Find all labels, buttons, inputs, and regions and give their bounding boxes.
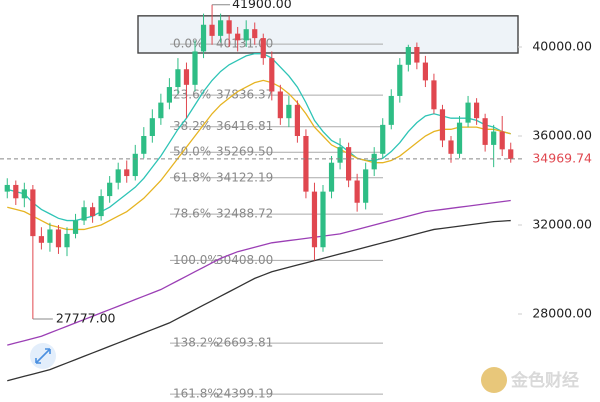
candle-body xyxy=(13,184,19,199)
candle-body xyxy=(328,162,335,192)
current-price-label: 34969.74 xyxy=(532,150,592,165)
y-tick-label: 36000.00 xyxy=(532,127,592,142)
low-label: 27777.00 xyxy=(56,310,116,325)
candle-body xyxy=(30,189,36,237)
fib-price: 32488.72 xyxy=(216,207,273,221)
candle-body xyxy=(269,58,275,92)
candle-body xyxy=(456,122,463,154)
candle-body xyxy=(175,69,181,88)
candle-body xyxy=(320,191,326,248)
fib-price: 36416.81 xyxy=(216,119,273,133)
candle-body xyxy=(158,102,164,119)
candle-body xyxy=(508,149,514,159)
candle-body xyxy=(431,80,437,110)
candle-body xyxy=(55,229,62,248)
moving-average xyxy=(7,53,511,222)
fib-price: 40131.00 xyxy=(216,37,273,51)
candle-body xyxy=(81,207,87,221)
candle-body xyxy=(107,182,113,197)
y-tick-label: 40000.00 xyxy=(532,38,592,53)
watermark-logo xyxy=(481,367,507,393)
candle-body xyxy=(422,62,428,81)
current-price-bg xyxy=(524,149,594,168)
candle-body xyxy=(90,207,96,217)
fib-ratio: 0.0% xyxy=(173,37,204,51)
fib-price: 37836.37 xyxy=(216,88,273,102)
candle-body xyxy=(192,51,198,85)
fib-price: 35269.50 xyxy=(216,145,273,159)
watermark: 金色财经 xyxy=(481,367,579,393)
candle-body xyxy=(4,184,10,192)
candle-body xyxy=(499,131,505,150)
fib-ratio: 50.0% xyxy=(173,145,211,159)
fib-ratio: 61.8% xyxy=(173,170,211,184)
fib-ratio: 161.8% xyxy=(173,387,219,401)
fib-price: 34122.19 xyxy=(216,170,273,184)
fib-ratio: 78.6% xyxy=(173,207,211,221)
candle-body xyxy=(397,64,403,96)
fib-price: 24399.19 xyxy=(216,387,273,401)
candle-body xyxy=(200,24,207,52)
moving-average xyxy=(7,79,511,231)
candle-body xyxy=(132,153,138,177)
candle-body xyxy=(414,46,420,63)
fib-price: 26693.81 xyxy=(216,336,273,350)
candle-body xyxy=(235,33,241,41)
fib-price: 30408.00 xyxy=(216,253,273,267)
candle-body xyxy=(363,169,369,203)
candle-body xyxy=(380,124,386,154)
fib-ratio: 23.6% xyxy=(173,88,211,102)
candle-body xyxy=(183,69,190,85)
candle-body xyxy=(482,118,488,145)
candle-body xyxy=(218,20,224,36)
candle-body xyxy=(371,153,377,170)
candle-body xyxy=(303,135,309,192)
candle-body xyxy=(124,169,130,177)
candle-body xyxy=(448,140,454,154)
fib-ratio: 100.0% xyxy=(173,253,219,267)
zoom-icon[interactable] xyxy=(30,343,56,369)
candle-body xyxy=(405,46,411,65)
candle-body xyxy=(226,20,232,34)
y-tick-label: 28000.00 xyxy=(532,305,592,320)
candle-body xyxy=(474,102,480,119)
candle-body xyxy=(98,196,104,217)
candle-body xyxy=(439,109,446,141)
candle-body xyxy=(64,233,70,248)
candle-body xyxy=(354,180,360,203)
candle-body xyxy=(72,220,79,234)
candle-body xyxy=(209,24,215,36)
moving-average xyxy=(7,199,511,346)
candle-body xyxy=(166,87,172,103)
candle-body xyxy=(252,29,258,39)
fib-ratio: 38.2% xyxy=(173,119,211,133)
candle-body xyxy=(149,118,155,136)
candle-body xyxy=(286,104,292,119)
zoom-arrows xyxy=(35,348,51,364)
candle-body xyxy=(337,147,343,163)
candle-body xyxy=(277,91,283,119)
candle-body xyxy=(346,147,352,181)
candle-body xyxy=(115,169,121,183)
candle-body xyxy=(260,38,266,59)
candle-body xyxy=(141,135,147,154)
moving-average xyxy=(7,219,511,382)
high-label: 41900.00 xyxy=(232,0,292,11)
candle-body xyxy=(465,102,471,123)
candle-body xyxy=(47,229,53,243)
candle-body xyxy=(21,189,27,199)
candle-body xyxy=(388,95,394,125)
candle-body xyxy=(311,191,318,248)
candle-body xyxy=(38,236,44,243)
watermark-text: 金色财经 xyxy=(510,370,579,391)
fib-ratio: 138.2% xyxy=(173,336,219,350)
candle-body xyxy=(243,29,249,41)
candle-body xyxy=(491,131,497,145)
y-tick-label: 32000.00 xyxy=(532,216,592,231)
candle-body xyxy=(294,104,300,136)
